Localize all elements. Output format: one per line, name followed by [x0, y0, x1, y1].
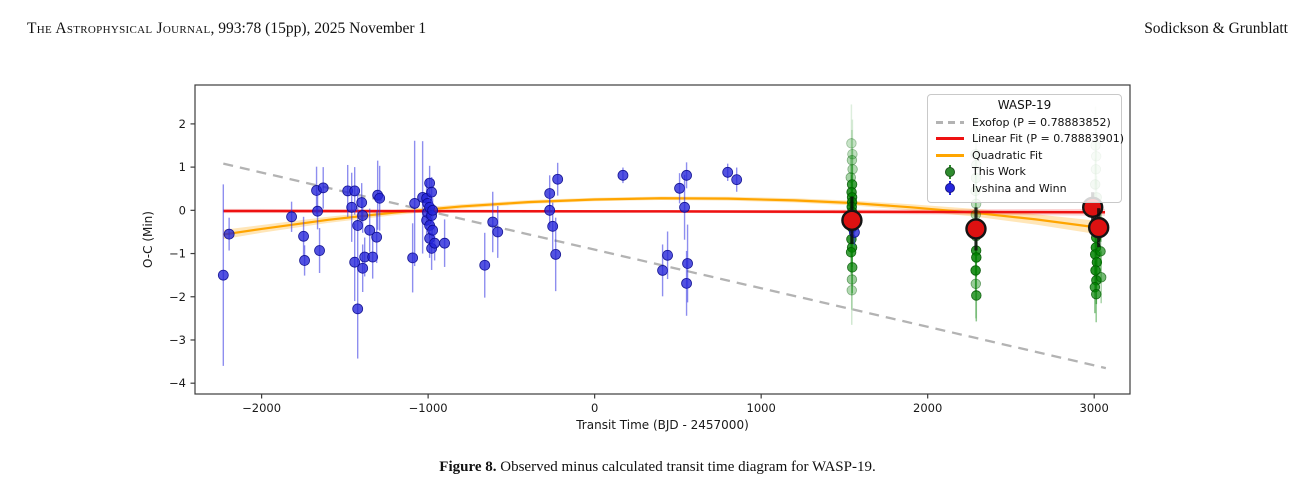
legend-item-this-work: This Work: [936, 164, 1113, 181]
blue-errorbar-marker-icon: [936, 181, 964, 196]
dashed-line-sample-icon: [936, 115, 964, 129]
svg-text:O-C (Min): O-C (Min): [141, 211, 155, 268]
legend-item-quadratic-fit: Quadratic Fit: [936, 147, 1113, 164]
svg-text:−1: −1: [169, 247, 186, 261]
journal-name: The Astrophysical Journal: [27, 20, 211, 37]
svg-text:−2: −2: [169, 290, 186, 304]
svg-text:1: 1: [179, 160, 186, 174]
legend-label: Quadratic Fit: [972, 148, 1043, 162]
author-names: Sodickson & Grunblatt: [1144, 20, 1288, 37]
legend-label: Linear Fit (P = 0.78883901): [972, 132, 1124, 146]
red-line-sample-icon: [936, 132, 964, 146]
figure-caption-label: Figure 8.: [439, 459, 497, 475]
svg-text:2: 2: [179, 117, 186, 131]
legend-label: Exofop (P = 0.78883852): [972, 115, 1111, 129]
issue-info: , 993:78 (15pp), 2025 November 1: [210, 20, 427, 37]
svg-text:Transit Time (BJD - 2457000): Transit Time (BJD - 2457000): [575, 418, 749, 432]
svg-text:0: 0: [591, 401, 598, 415]
svg-text:1000: 1000: [747, 401, 776, 415]
figure-caption: Figure 8. Observed minus calculated tran…: [0, 459, 1315, 476]
svg-text:−1000: −1000: [409, 401, 448, 415]
legend-label: Ivshina and Winn: [972, 181, 1067, 195]
green-errorbar-marker-icon: [936, 164, 964, 179]
svg-text:0: 0: [179, 203, 186, 217]
legend-item-exofop: Exofop (P = 0.78883852): [936, 114, 1113, 131]
legend-title: WASP-19: [997, 98, 1052, 112]
legend-label: This Work: [972, 165, 1026, 179]
legend-item-ivshina-winn: Ivshina and Winn: [936, 180, 1113, 197]
svg-text:−2000: −2000: [242, 401, 281, 415]
svg-text:3000: 3000: [1080, 401, 1109, 415]
figure-caption-text: Observed minus calculated transit time d…: [496, 459, 876, 475]
svg-text:−4: −4: [169, 376, 186, 390]
svg-text:−3: −3: [169, 333, 186, 347]
legend-item-linear-fit: Linear Fit (P = 0.78883901): [936, 131, 1124, 148]
plot-legend: WASP-19 Exofop (P = 0.78883852) Linear F…: [927, 94, 1124, 203]
orange-line-sample-icon: [936, 148, 964, 162]
page-header: The Astrophysical Journal, 993:78 (15pp)…: [27, 20, 1288, 38]
journal-citation: The Astrophysical Journal, 993:78 (15pp)…: [27, 20, 426, 38]
svg-text:2000: 2000: [913, 401, 942, 415]
